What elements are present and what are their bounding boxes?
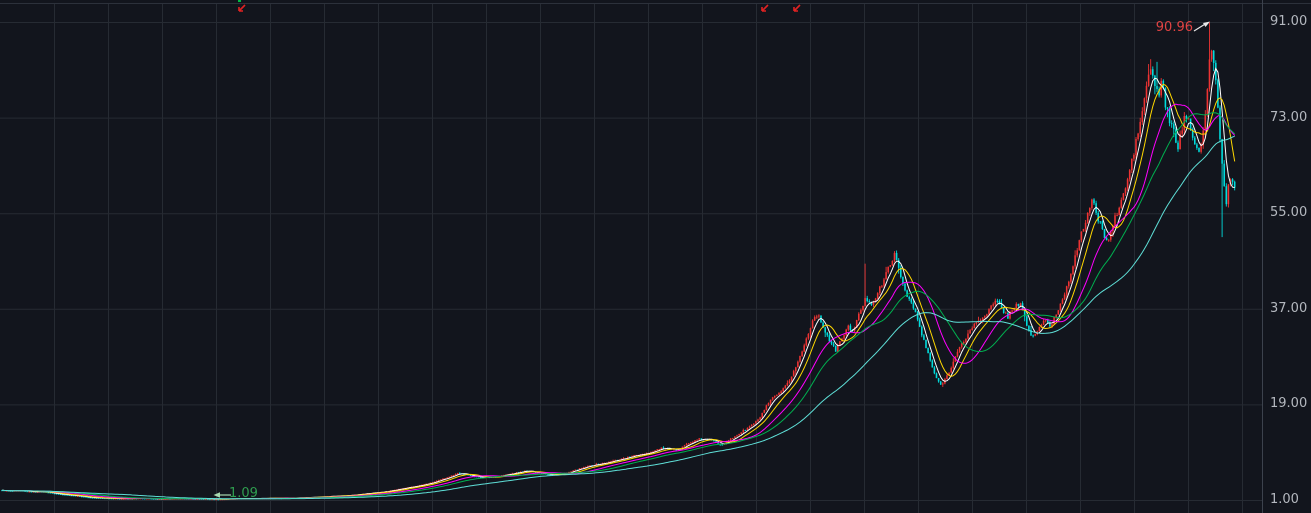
top-edge-dot (238, 0, 241, 2)
high-price-annotation: 90.96 (1155, 20, 1193, 35)
ma-line-60 (1, 135, 1235, 500)
price-tick-73: 73.00 (1270, 109, 1308, 125)
price-tick-55: 55.00 (1270, 205, 1308, 221)
candles-group (1, 22, 1236, 501)
price-tick-37: 37.00 (1270, 300, 1308, 316)
price-axis[interactable]: 91.00 73.00 55.00 37.00 19.00 1.00 (1262, 0, 1311, 513)
event-markers[interactable] (238, 0, 801, 12)
moving-average-lines (1, 67, 1236, 500)
price-tick-91: 91.00 (1270, 14, 1308, 29)
event-marker-icon[interactable] (793, 4, 801, 12)
price-tick-19: 19.00 (1270, 396, 1308, 412)
ma-line-20 (1, 103, 1236, 500)
annotation-arrows (213, 21, 1210, 498)
low-price-annotation: 1.09 (229, 486, 258, 501)
event-marker-icon[interactable] (238, 4, 246, 12)
ma-line-10 (1, 83, 1236, 500)
price-tick-1: 1.00 (1270, 492, 1299, 507)
ma-line-5 (1, 67, 1235, 500)
ma-line-30 (1, 112, 1236, 500)
event-marker-icon[interactable] (761, 4, 769, 12)
